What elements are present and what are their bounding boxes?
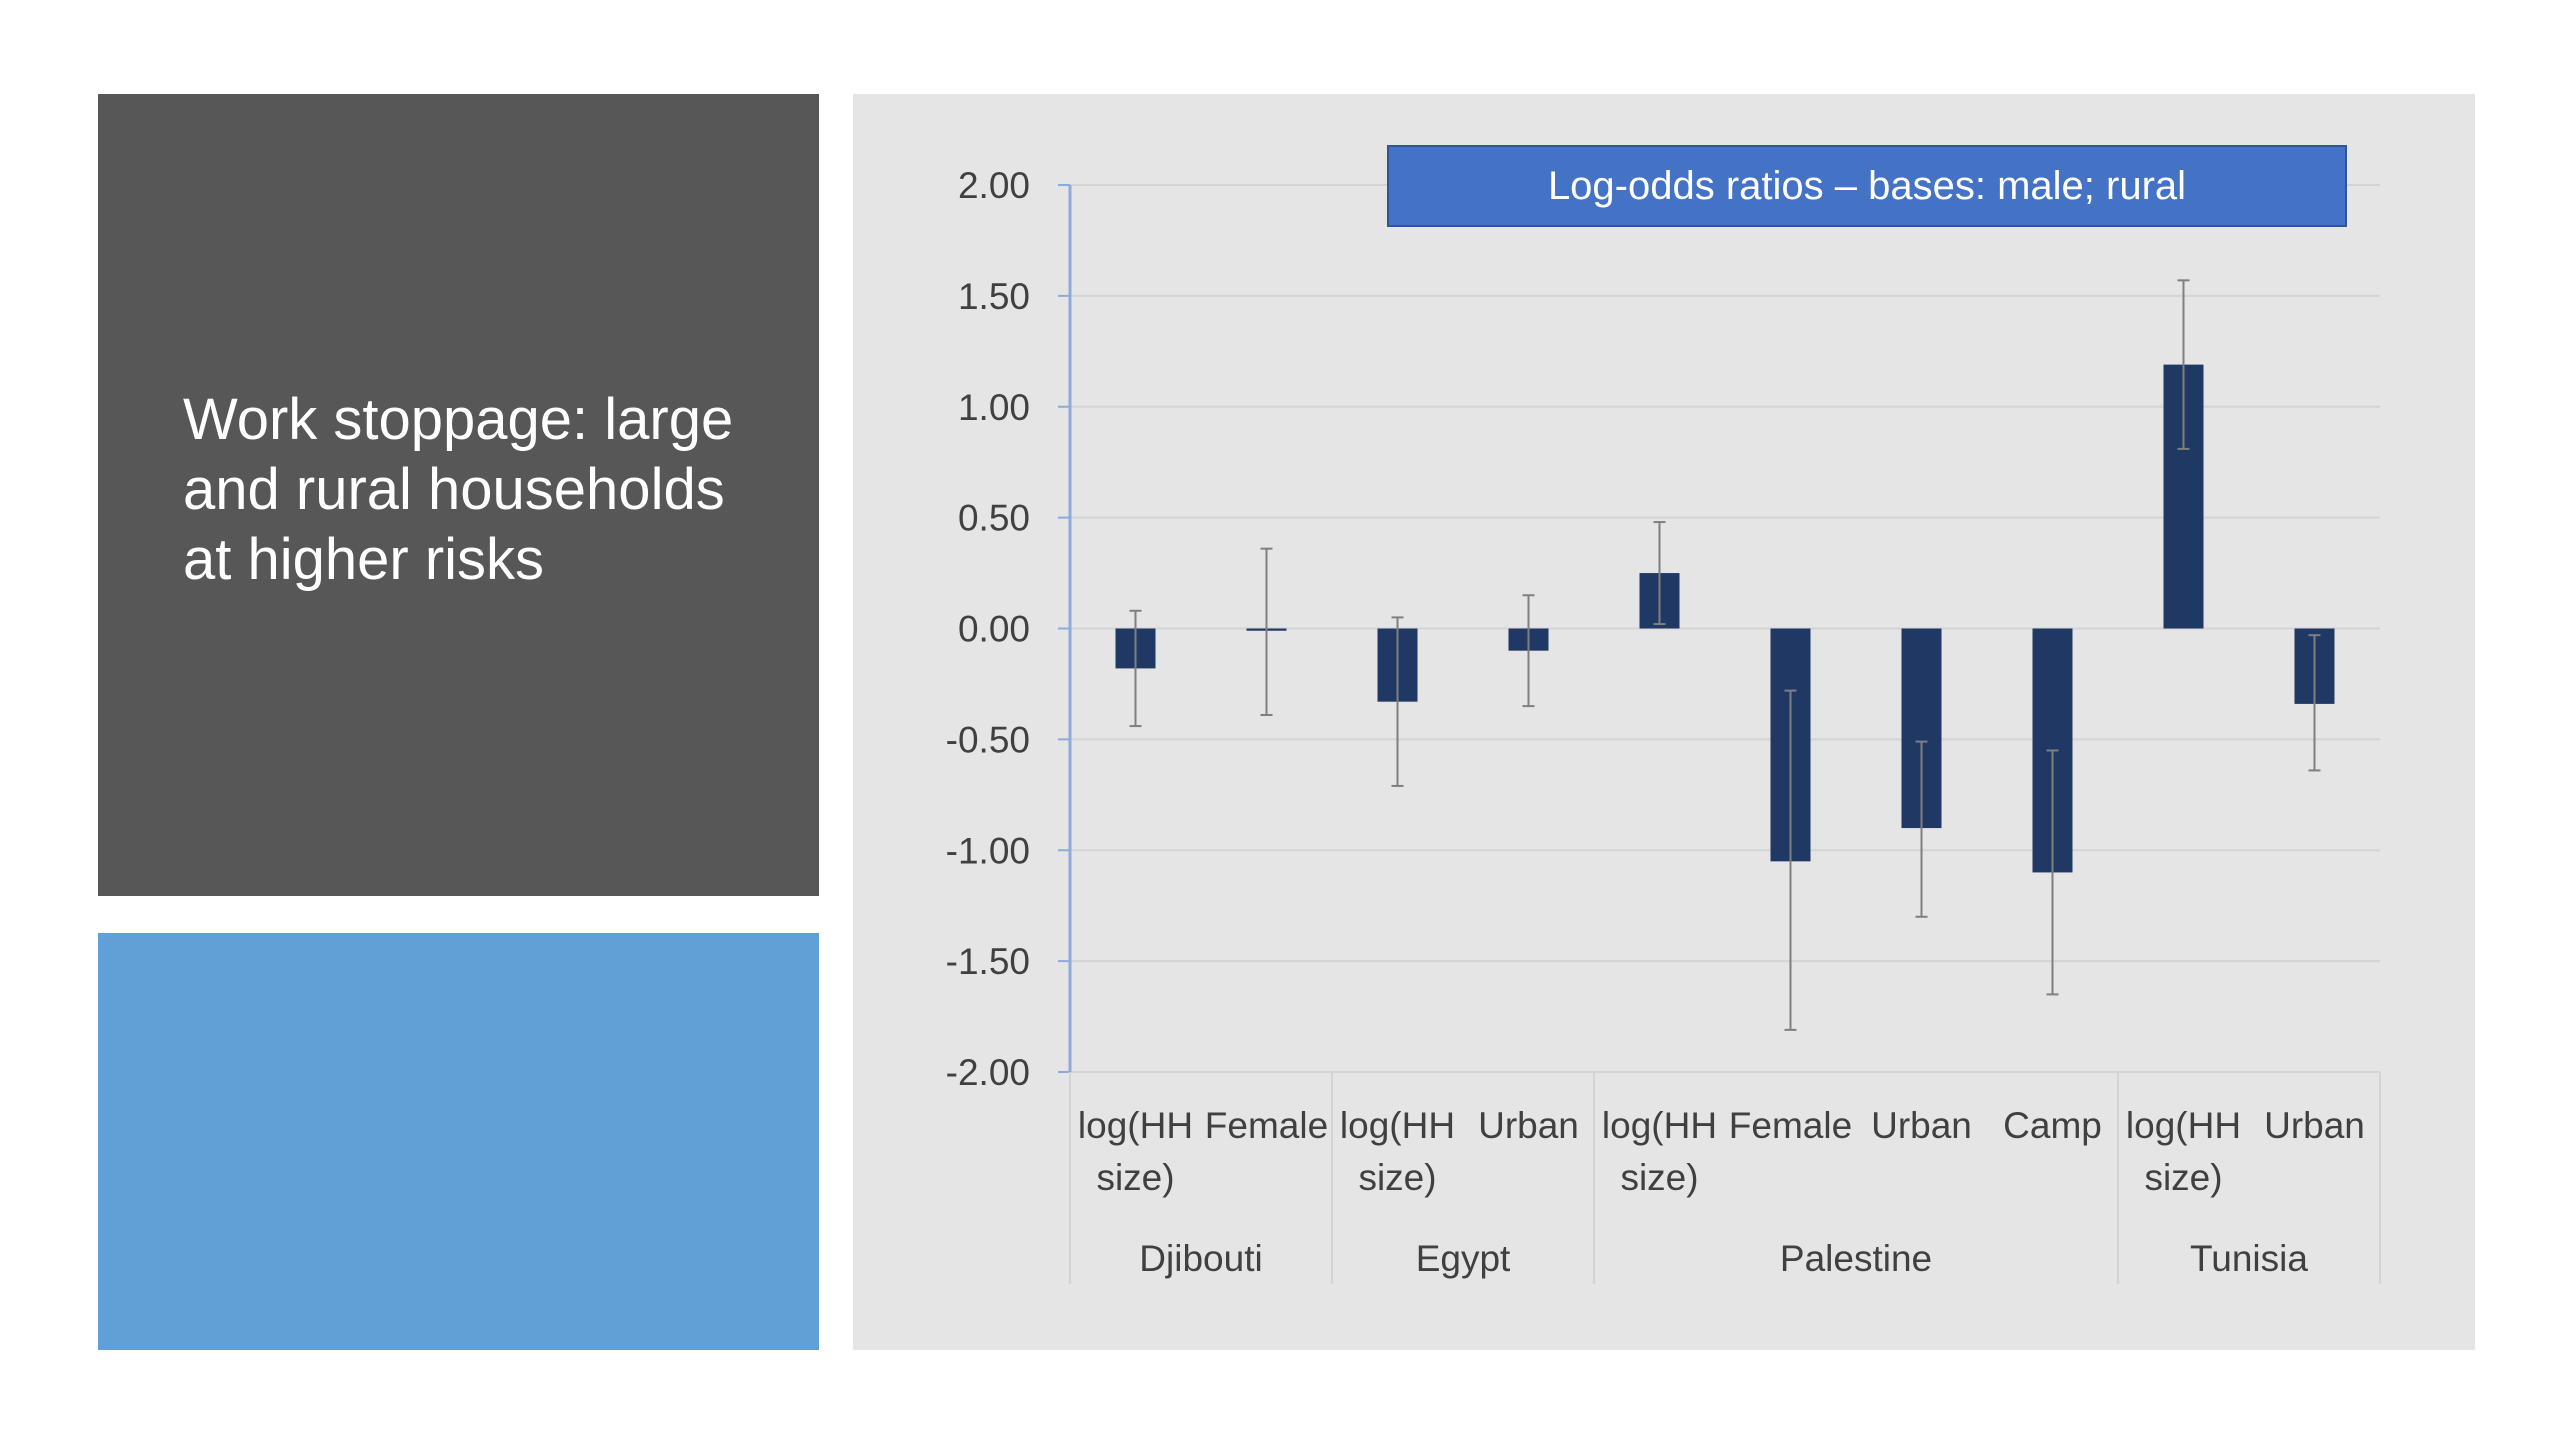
slide-title-line: at higher risks xyxy=(183,527,545,592)
x-category-label: size) xyxy=(1620,1157,1698,1198)
y-tick-label: 0.50 xyxy=(958,498,1030,539)
y-tick-label: -1.00 xyxy=(946,830,1030,871)
x-group-label: Palestine xyxy=(1780,1238,1932,1279)
x-category-label: Urban xyxy=(1478,1105,1579,1146)
slide-title-line: Work stoppage: large xyxy=(183,387,734,452)
x-category-label: Urban xyxy=(1871,1105,1972,1146)
x-category-label: log(HH xyxy=(2126,1105,2241,1146)
x-category-label: log(HH xyxy=(1602,1105,1717,1146)
y-tick-label: 1.50 xyxy=(958,276,1030,317)
chart-panel: 2.00 1.50 1.00 0.50 0.00 -0.50 -1.00 -1.50 -2.00… xyxy=(853,94,2475,1350)
slide-title: Work stoppage: large and rural household… xyxy=(183,385,783,595)
slide-title-line: and rural households xyxy=(183,457,725,522)
x-group-label: Djibouti xyxy=(1139,1238,1262,1279)
x-category-label: Female xyxy=(1205,1105,1328,1146)
x-group-label: Egypt xyxy=(1416,1238,1511,1279)
bar-chart: 2.00 1.50 1.00 0.50 0.00 -0.50 -1.00 -1.50 -2.00… xyxy=(946,165,2381,1284)
title-panel xyxy=(98,94,819,896)
x-category-label: size) xyxy=(1358,1157,1436,1198)
y-tick-label: 0.00 xyxy=(958,609,1030,650)
x-group-label: Tunisia xyxy=(2190,1238,2308,1279)
y-tick-label: 1.00 xyxy=(958,387,1030,428)
x-category-label: log(HH xyxy=(1078,1105,1193,1146)
x-category-label: Urban xyxy=(2264,1105,2365,1146)
accent-panel xyxy=(98,933,819,1350)
x-category-label: log(HH xyxy=(1340,1105,1455,1146)
x-category-label: size) xyxy=(1096,1157,1174,1198)
x-category-label: Female xyxy=(1729,1105,1852,1146)
chart-title-legend: Log-odds ratios – bases: male; rural xyxy=(1387,145,2347,227)
y-tick-label: -2.00 xyxy=(946,1052,1030,1093)
y-tick-label: -0.50 xyxy=(946,719,1030,760)
y-tick-label: -1.50 xyxy=(946,941,1030,982)
x-category-label: size) xyxy=(2144,1157,2222,1198)
y-tick-label: 2.00 xyxy=(958,165,1030,206)
x-category-label: Camp xyxy=(2003,1105,2102,1146)
